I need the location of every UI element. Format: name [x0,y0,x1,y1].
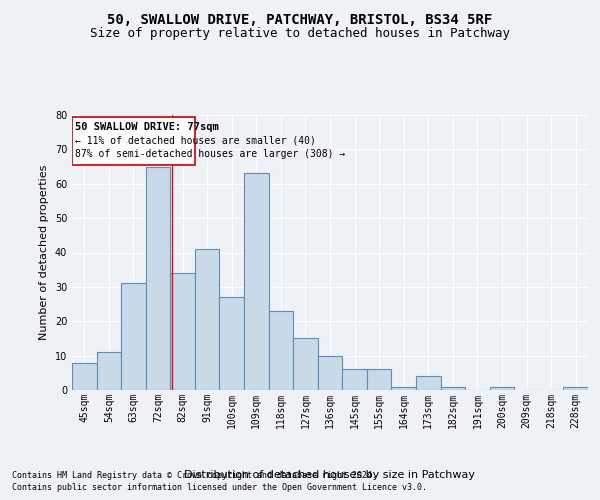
Text: 50, SWALLOW DRIVE, PATCHWAY, BRISTOL, BS34 5RF: 50, SWALLOW DRIVE, PATCHWAY, BRISTOL, BS… [107,12,493,26]
Text: ← 11% of detached houses are smaller (40): ← 11% of detached houses are smaller (40… [75,136,316,145]
Bar [97,352,121,390]
Bar [195,249,220,390]
Text: Contains HM Land Registry data © Crown copyright and database right 2024.: Contains HM Land Registry data © Crown c… [12,471,377,480]
Bar [563,386,588,390]
Bar [146,166,170,390]
Bar [72,362,97,390]
Bar [440,386,465,390]
Bar [416,376,440,390]
X-axis label: Distribution of detached houses by size in Patchway: Distribution of detached houses by size … [185,470,476,480]
Text: 50 SWALLOW DRIVE: 77sqm: 50 SWALLOW DRIVE: 77sqm [75,122,218,132]
Bar [170,273,195,390]
Bar [318,356,342,390]
Bar [220,297,244,390]
Bar [367,370,391,390]
Text: Contains public sector information licensed under the Open Government Licence v3: Contains public sector information licen… [12,484,427,492]
Text: Size of property relative to detached houses in Patchway: Size of property relative to detached ho… [90,28,510,40]
Bar [391,386,416,390]
FancyBboxPatch shape [72,116,195,165]
Bar [490,386,514,390]
Y-axis label: Number of detached properties: Number of detached properties [39,165,49,340]
Text: 87% of semi-detached houses are larger (308) →: 87% of semi-detached houses are larger (… [75,150,345,160]
Bar [293,338,318,390]
Bar [342,370,367,390]
Bar [121,284,146,390]
Bar [269,311,293,390]
Bar [244,174,269,390]
